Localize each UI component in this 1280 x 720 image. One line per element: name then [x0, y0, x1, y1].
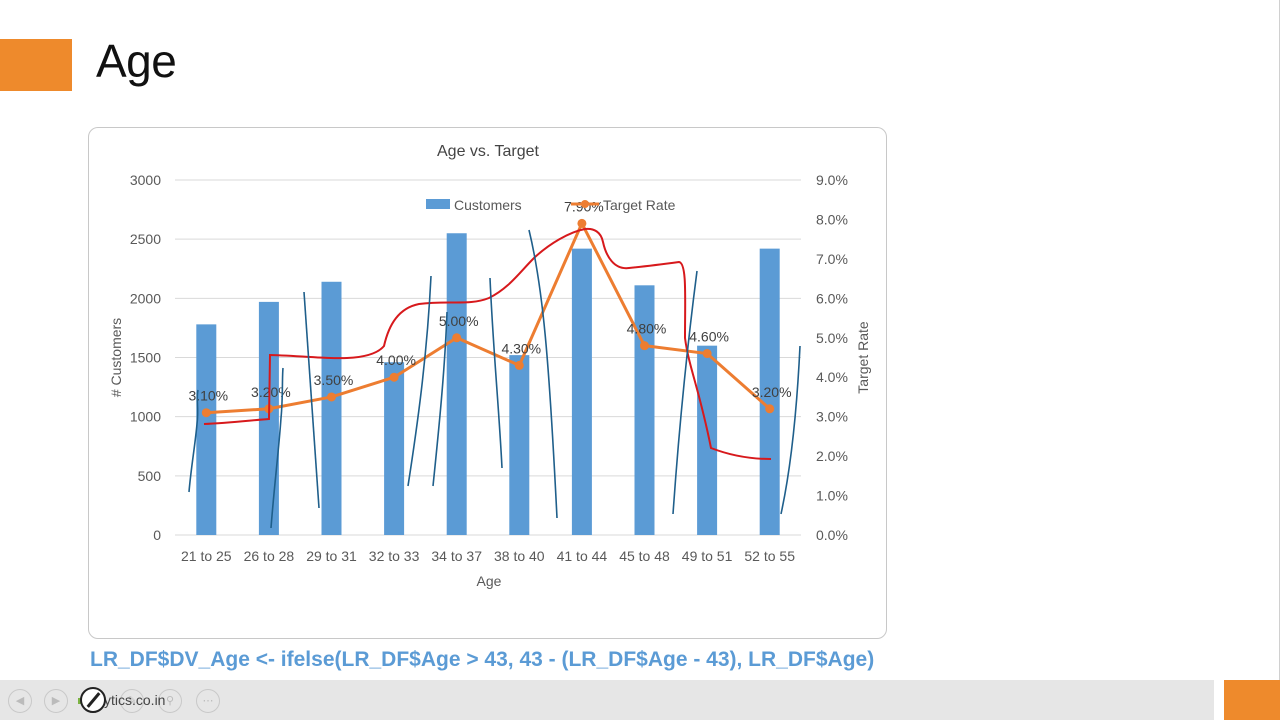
y2-axis-title: Target Rate	[855, 321, 871, 394]
y-tick-label: 2000	[130, 290, 161, 306]
y2-tick-label: 4.0%	[816, 369, 848, 385]
x-tick-label: 41 to 44	[557, 548, 608, 564]
x-tick-label: 32 to 33	[369, 548, 420, 564]
target-rate-point	[577, 218, 587, 228]
target-rate-point	[201, 408, 211, 418]
ink-annotation-blue	[188, 389, 199, 493]
data-label: 3.10%	[188, 388, 228, 404]
target-rate-line	[206, 221, 771, 415]
footer-site-text: lalytics.co.in	[90, 692, 166, 708]
x-tick-label: 45 to 48	[619, 548, 670, 564]
x-axis-title: Age	[477, 573, 502, 589]
data-label: 4.60%	[689, 329, 729, 345]
ink-annotation-blue	[270, 367, 284, 529]
x-tick-label: 49 to 51	[682, 548, 733, 564]
y2-tick-label: 5.0%	[816, 330, 848, 346]
data-label: 3.50%	[314, 372, 354, 388]
ink-annotation-blue	[672, 270, 698, 515]
chart-container: Age vs. Target 0 500 1000 1500 2000 2500 3000 0.…	[88, 127, 887, 639]
chart-title: Age vs. Target	[437, 143, 540, 160]
next-slide-icon[interactable]: ▶	[44, 689, 68, 713]
y-tick-label: 3000	[130, 172, 161, 188]
y2-tick-label: 3.0%	[816, 409, 848, 425]
ink-annotation-blue	[489, 277, 503, 469]
target-rate-point	[452, 333, 462, 343]
data-label: 4.30%	[501, 340, 541, 356]
title-accent-bar	[0, 39, 72, 91]
ink-annotation-red	[203, 227, 772, 460]
pen-cursor-icon	[80, 687, 106, 713]
y-tick-label: 1000	[130, 409, 161, 425]
target-rate-point	[702, 349, 712, 359]
prev-slide-icon[interactable]: ◀	[8, 689, 32, 713]
target-rate-point	[640, 341, 649, 351]
data-label: 3.20%	[752, 384, 792, 400]
legend-label-target: Target Rate	[603, 197, 676, 213]
target-rate-point	[389, 372, 399, 382]
legend-swatch-customers	[426, 199, 450, 209]
ink-annotation-blue	[780, 345, 801, 515]
code-line: LR_DF$DV_Age <- ifelse(LR_DF$Age > 43, 4…	[90, 648, 875, 671]
y-tick-label: 0	[153, 527, 161, 543]
ink-annotation-blue	[407, 275, 432, 487]
y2-tick-label: 7.0%	[816, 251, 848, 267]
bar-customers	[509, 355, 530, 535]
data-label: 4.80%	[627, 321, 667, 337]
ink-annotation-blue	[528, 229, 558, 519]
legend-marker-target	[581, 200, 589, 208]
footer-bar	[0, 680, 1214, 720]
bar-customers	[321, 281, 342, 535]
ink-annotation-blue	[432, 311, 448, 487]
bar-customers	[759, 248, 780, 535]
footer-accent	[1224, 680, 1280, 720]
data-label: 3.20%	[251, 384, 291, 400]
x-tick-label: 29 to 31	[306, 548, 357, 564]
target-rate-point	[765, 404, 775, 414]
y-tick-label: 2500	[130, 231, 161, 247]
x-tick-label: 21 to 25	[181, 548, 232, 564]
x-tick-label: 34 to 37	[431, 548, 482, 564]
legend-label-customers: Customers	[454, 197, 522, 213]
data-label: 4.00%	[376, 352, 416, 368]
pen-tool-icon[interactable]: ✎	[120, 689, 144, 713]
zoom-icon[interactable]: ⚲	[158, 689, 182, 713]
y2-tick-label: 2.0%	[816, 448, 848, 464]
y2-tick-label: 1.0%	[816, 488, 848, 504]
y-tick-label: 1500	[130, 350, 161, 366]
y2-tick-label: 9.0%	[816, 172, 848, 188]
slide-title: Age	[96, 35, 177, 87]
y2-tick-label: 6.0%	[816, 290, 848, 306]
y-tick-label: 500	[138, 468, 162, 484]
target-rate-point	[327, 392, 336, 402]
bar-customers	[196, 324, 217, 535]
y2-tick-label: 8.0%	[816, 211, 848, 227]
data-label: 5.00%	[439, 313, 479, 329]
x-tick-label: 38 to 40	[494, 548, 545, 564]
more-options-icon[interactable]: ⋯	[196, 689, 220, 713]
bar-customers	[384, 362, 405, 535]
bar-customers	[697, 345, 718, 535]
y-axis-title: # Customers	[108, 318, 124, 397]
bar-customers	[571, 248, 592, 535]
ink-annotation-blue	[303, 291, 320, 509]
target-rate-point	[514, 360, 524, 370]
age-target-chart: Age vs. Target 0 500 1000 1500 2000 2500 3000 0.…	[108, 143, 871, 589]
x-tick-label: 26 to 28	[244, 548, 295, 564]
x-tick-label: 52 to 55	[744, 548, 795, 564]
bar-customers	[446, 233, 467, 535]
y2-tick-label: 0.0%	[816, 527, 848, 543]
